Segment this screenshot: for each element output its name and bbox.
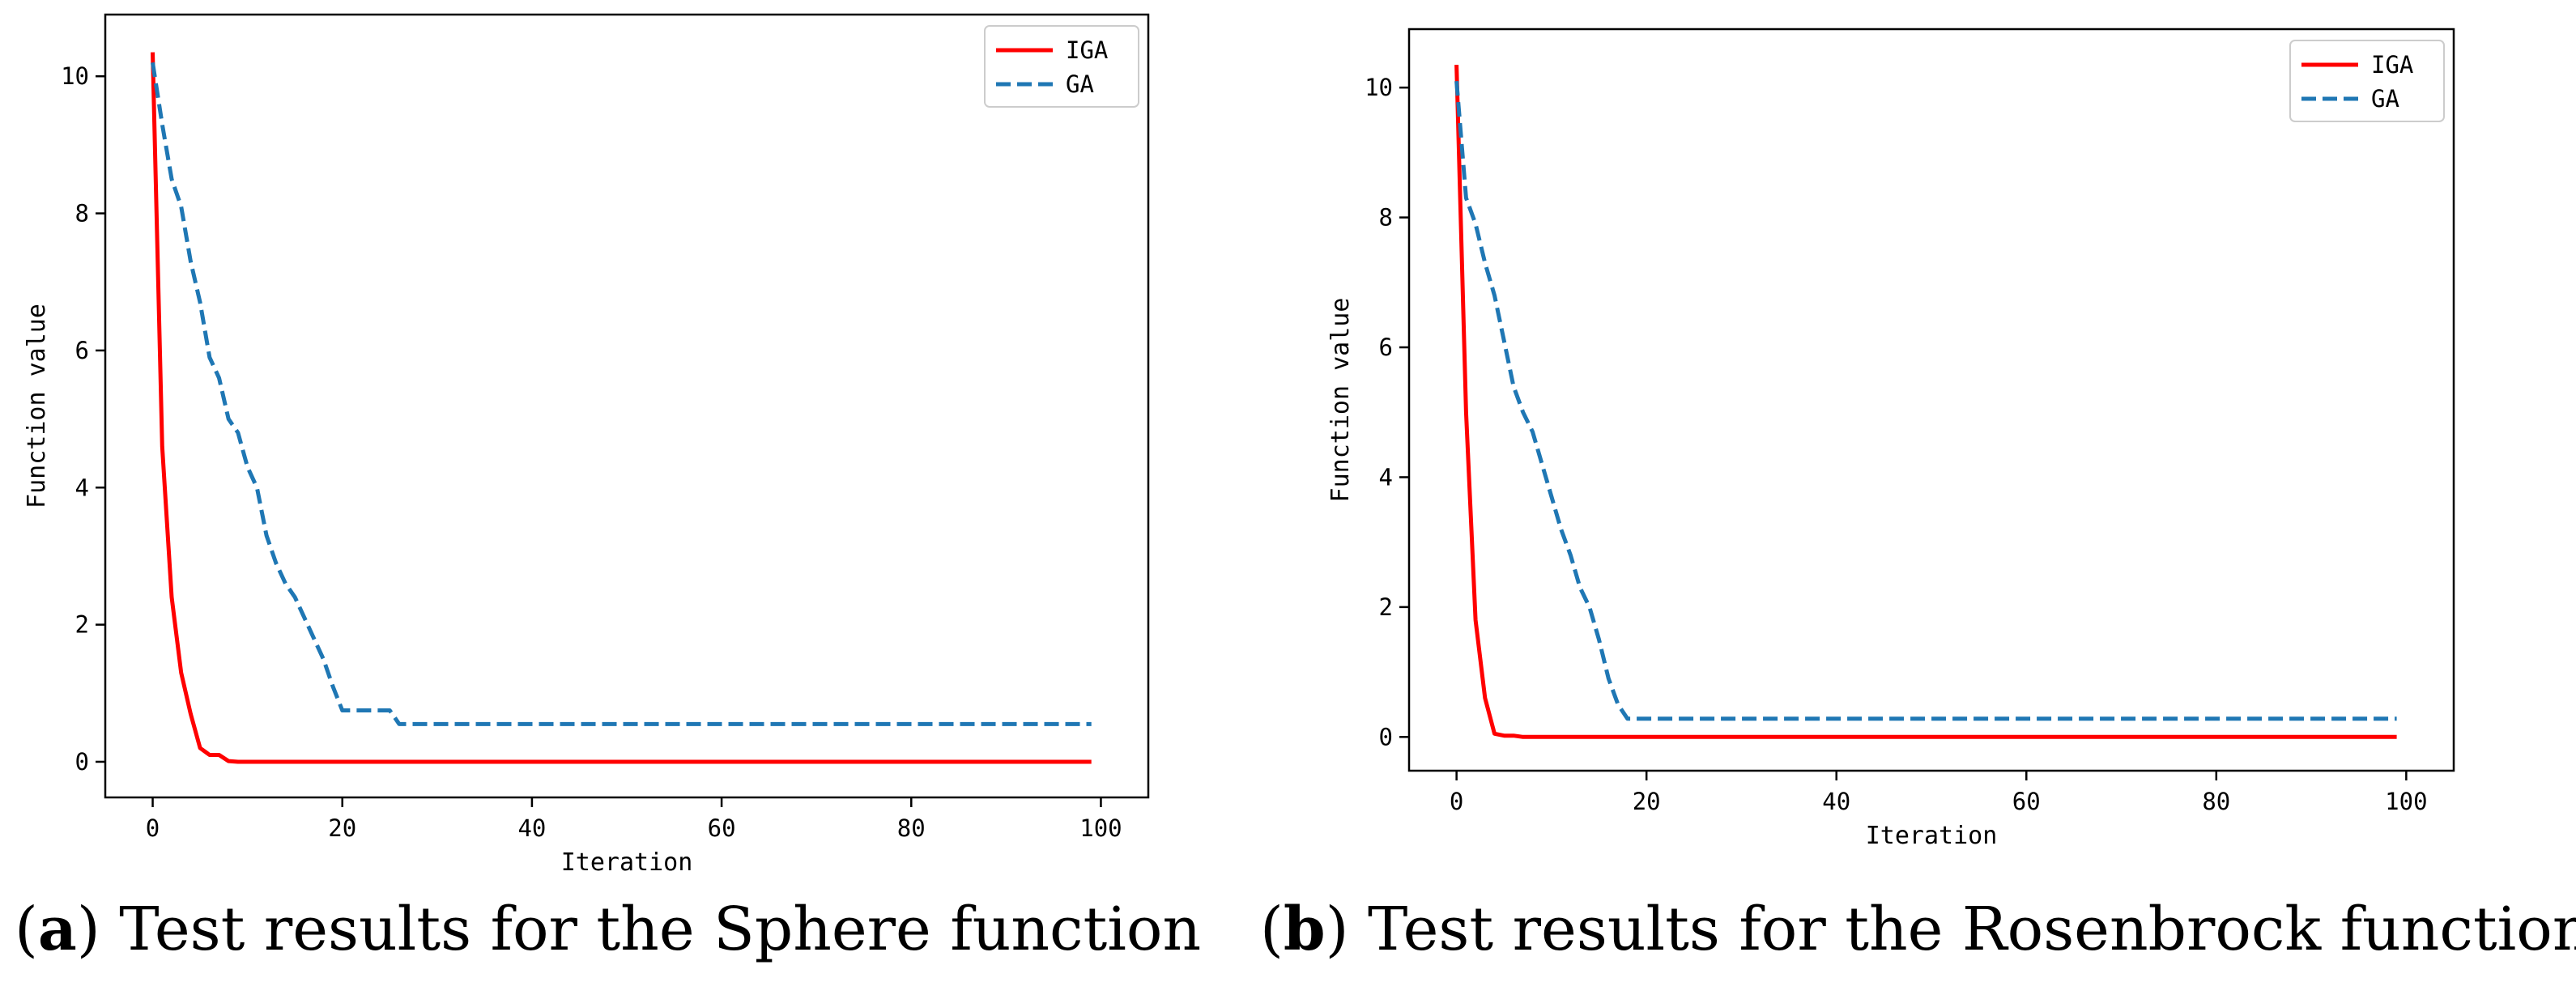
- a-y-tick-label: 2: [75, 611, 89, 639]
- rosenbrock-chart: 0 20 40 60 80 100 0 2 4 6 8 10 Iteration Function val…: [1326, 28, 2455, 850]
- b-y-tick-label: 10: [1365, 74, 1393, 101]
- caption-b-label: b: [1283, 895, 1326, 964]
- b-x-tick-label: 80: [2202, 788, 2230, 815]
- a-series-ga: [151, 62, 1092, 726]
- a-x-tick-label: 20: [328, 814, 356, 842]
- b-x-tick-label: 60: [2012, 788, 2041, 815]
- a-y-axis-label: Function value: [23, 304, 51, 508]
- a-x-axis-label: Iteration: [561, 848, 693, 877]
- chart-panel-a: 0 20 40 60 80 100 0 2 4 6 8 10 Iteration Function val…: [0, 0, 1199, 999]
- b-x-tick-label: 0: [1450, 788, 1463, 815]
- a-series-iga: [151, 52, 1092, 764]
- b-x-tick-label: 40: [1822, 788, 1850, 815]
- a-y-tick-label: 4: [75, 474, 89, 501]
- a-x-tick-label: 100: [1079, 814, 1122, 842]
- caption-a: (a) Test results for the Sphere function: [15, 895, 1202, 964]
- b-legend-label-iga: IGA: [2371, 51, 2413, 79]
- a-legend-label-ga: GA: [1066, 70, 1094, 98]
- b-x-tick-label: 20: [1633, 788, 1661, 815]
- chart-panel-b: 0 20 40 60 80 100 0 2 4 6 8 10 Iteration Function val…: [1312, 0, 2576, 999]
- b-y-tick-label: 8: [1379, 204, 1393, 232]
- b-y-tick-label: 2: [1379, 593, 1393, 621]
- a-x-tick-label: 80: [897, 814, 926, 842]
- a-y-tick-label: 10: [61, 62, 89, 90]
- a-x-tick-label: 0: [146, 814, 160, 842]
- b-series-iga: [1454, 65, 2397, 739]
- b-plot-frame: [1407, 28, 2455, 772]
- b-x-tick-label: 100: [2385, 788, 2427, 815]
- a-y-tick-label: 6: [75, 337, 89, 364]
- a-plot-frame: [104, 13, 1150, 799]
- caption-b-text: Test results for the Rosenbrock function: [1368, 895, 2576, 964]
- b-y-tick-label: 4: [1379, 463, 1393, 491]
- a-legend: [984, 25, 1139, 108]
- b-x-axis-label: Iteration: [1866, 822, 1998, 850]
- caption-a-label: a: [37, 895, 77, 964]
- b-series-ga: [1454, 80, 2397, 721]
- b-legend: [2289, 40, 2445, 122]
- sphere-chart: 0 20 40 60 80 100 0 2 4 6 8 10 Iteration Function val…: [23, 13, 1150, 877]
- a-y-tick-label: 8: [75, 200, 89, 227]
- caption-a-text: Test results for the Sphere function: [119, 895, 1202, 964]
- b-y-tick-label: 0: [1379, 723, 1393, 750]
- b-legend-label-ga: GA: [2371, 85, 2399, 113]
- b-y-tick-label: 6: [1379, 334, 1393, 361]
- a-x-tick-label: 60: [708, 814, 736, 842]
- b-y-axis-label: Function value: [1326, 298, 1355, 503]
- a-y-tick-label: 0: [75, 748, 89, 776]
- a-x-tick-label: 40: [517, 814, 546, 842]
- a-legend-label-iga: IGA: [1066, 36, 1108, 64]
- caption-b: (b) Test results for the Rosenbrock func…: [1260, 895, 2576, 984]
